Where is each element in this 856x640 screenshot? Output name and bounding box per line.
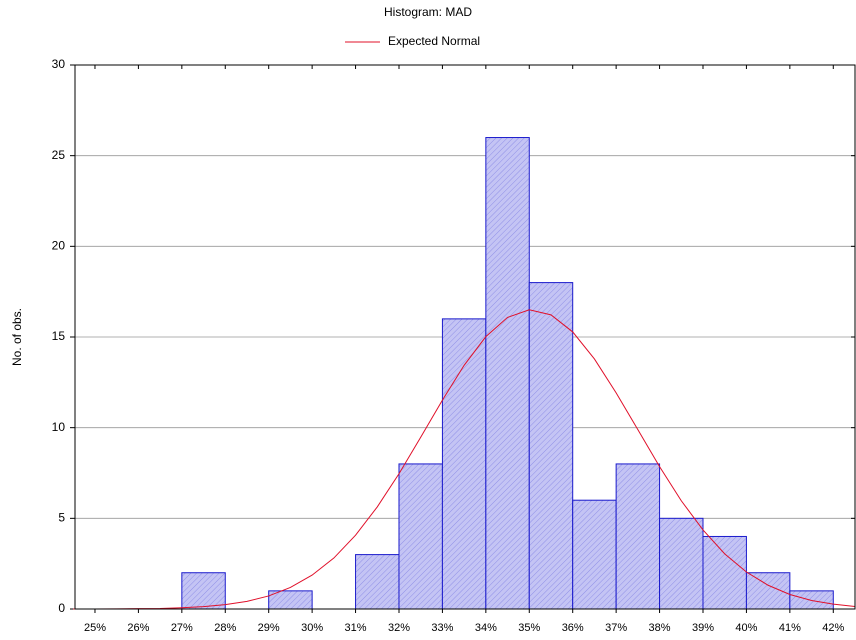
- bar: [702, 535, 747, 610]
- plot-frame: [74, 64, 856, 610]
- chart-title: Histogram: MAD: [384, 5, 472, 19]
- x-tick-label: 39%: [692, 622, 714, 634]
- x-tick-label: 35%: [518, 622, 540, 634]
- x-tick-label: 38%: [649, 622, 671, 634]
- bar: [615, 463, 661, 610]
- x-tick-label: 42%: [822, 622, 844, 634]
- x-tick-label: 31%: [345, 622, 367, 634]
- bar: [572, 499, 617, 610]
- x-tick-label: 41%: [779, 622, 801, 634]
- x-tick-label: 37%: [605, 622, 627, 634]
- x-tick-label: 40%: [735, 622, 757, 634]
- x-tick-label: 29%: [258, 622, 280, 634]
- y-tick-label: 10: [52, 420, 66, 434]
- x-tick-label: 34%: [475, 622, 497, 634]
- y-tick-label: 30: [52, 57, 66, 71]
- x-tick-label: 25%: [84, 622, 106, 634]
- y-tick-label: 20: [52, 239, 66, 253]
- x-tick-label: 33%: [431, 622, 453, 634]
- y-tick-label: 15: [52, 329, 66, 343]
- y-tick-label: 25: [52, 148, 66, 162]
- bar: [441, 318, 487, 610]
- y-tick-label: 5: [58, 511, 65, 525]
- normal-curve: [73, 309, 856, 610]
- bar: [745, 572, 791, 610]
- bar: [181, 572, 226, 610]
- bar: [789, 590, 834, 610]
- bar: [485, 137, 530, 610]
- x-tick-label: 30%: [301, 622, 323, 634]
- bar: [659, 517, 704, 610]
- legend-label: Expected Normal: [388, 34, 480, 48]
- y-axis-label: No. of obs.: [10, 308, 24, 366]
- bar: [398, 463, 443, 610]
- x-tick-label: 32%: [388, 622, 410, 634]
- x-tick-label: 26%: [127, 622, 149, 634]
- x-tick-label: 28%: [214, 622, 236, 634]
- y-tick-label: 0: [58, 601, 65, 615]
- bar: [528, 282, 574, 610]
- bar: [355, 554, 400, 610]
- x-tick-label: 36%: [562, 622, 584, 634]
- x-tick-label: 27%: [171, 622, 193, 634]
